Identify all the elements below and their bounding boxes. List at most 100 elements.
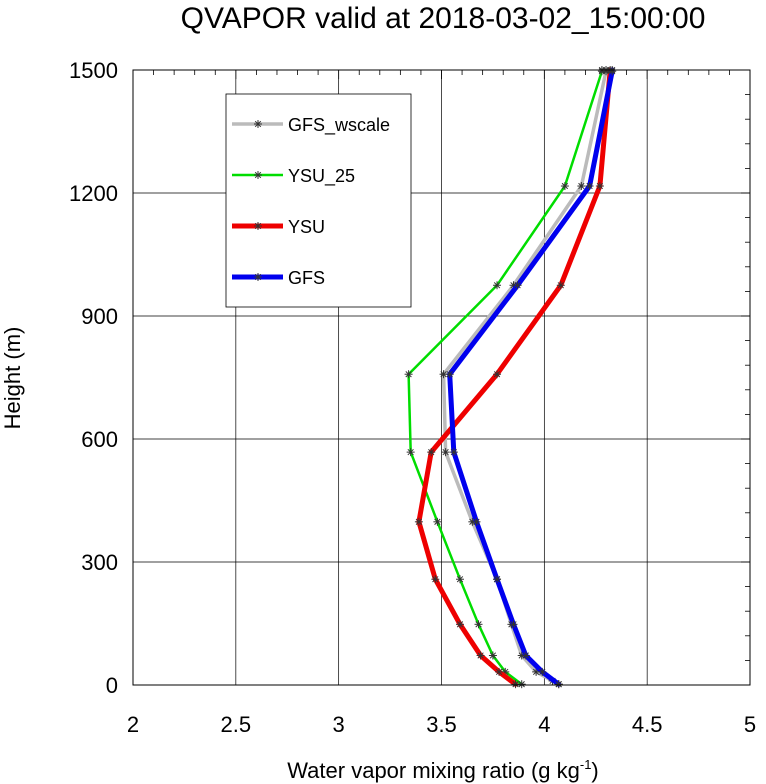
x-tick-label-6: 5 bbox=[744, 712, 756, 737]
marker-stroke bbox=[555, 681, 562, 688]
marker-stroke bbox=[510, 621, 517, 628]
marker-stroke bbox=[446, 371, 453, 378]
data-point-2-5 bbox=[414, 517, 423, 526]
data-point-3-2 bbox=[521, 651, 530, 660]
y-axis-label: Height (m) bbox=[0, 327, 25, 430]
legend-box bbox=[225, 93, 412, 308]
marker-stroke bbox=[456, 621, 464, 628]
data-point-2-7 bbox=[493, 370, 502, 379]
x-axis-label-main: Water vapor mixing ratio (g kg bbox=[287, 758, 580, 783]
marker-stroke bbox=[518, 681, 525, 688]
data-point-0-7 bbox=[441, 448, 450, 457]
legend-marker-1 bbox=[254, 171, 262, 179]
data-point-3-7 bbox=[445, 370, 454, 379]
x-axis-label: Water vapor mixing ratio (g kg-1) bbox=[287, 757, 599, 783]
marker-stroke bbox=[254, 222, 262, 230]
series-layer bbox=[404, 66, 617, 689]
data-point-1-9 bbox=[560, 182, 569, 191]
marker-stroke bbox=[514, 282, 521, 289]
data-point-1-4 bbox=[456, 575, 465, 584]
marker-stroke bbox=[440, 371, 447, 378]
marker-stroke bbox=[539, 668, 546, 676]
marker-stroke bbox=[596, 182, 604, 190]
data-point-2-6 bbox=[427, 448, 436, 457]
marker-stroke bbox=[407, 448, 414, 456]
y-tick-label-0: 0 bbox=[106, 673, 118, 698]
x-tick-label-3: 3.5 bbox=[426, 712, 457, 737]
marker-stroke bbox=[473, 518, 480, 525]
x-axis-label-superscript: -1 bbox=[580, 757, 592, 772]
marker-stroke bbox=[578, 182, 585, 190]
x-tick-label-0: 2 bbox=[127, 712, 139, 737]
x-tick-label-2: 3 bbox=[333, 712, 345, 737]
marker-stroke bbox=[254, 273, 262, 281]
series-line-1 bbox=[407, 68, 604, 686]
y-tick-label-2: 600 bbox=[81, 427, 118, 452]
data-point-3-1 bbox=[538, 667, 547, 676]
y-tick-label-1: 300 bbox=[81, 550, 118, 575]
legend-label-1: YSU_25 bbox=[288, 166, 355, 187]
x-tick-label-1: 2.5 bbox=[221, 712, 252, 737]
data-point-3-3 bbox=[509, 620, 518, 629]
x-tick-label-5: 4.5 bbox=[632, 712, 663, 737]
y-tick-label-3: 900 bbox=[81, 304, 118, 329]
marker-stroke bbox=[432, 576, 439, 583]
marker-stroke bbox=[493, 282, 501, 289]
data-point-2-2 bbox=[476, 651, 485, 660]
marker-stroke bbox=[512, 681, 519, 688]
chart-title: QVAPOR valid at 2018-03-02_15:00:00 bbox=[181, 2, 706, 35]
marker-stroke bbox=[493, 371, 501, 378]
legend: GFS_wscale YSU_25 YSU GFS bbox=[225, 93, 412, 308]
x-tick-label-4: 4 bbox=[538, 712, 550, 737]
data-point-2-3 bbox=[456, 620, 465, 629]
data-point-2-8 bbox=[556, 281, 565, 290]
data-point-1-2 bbox=[488, 651, 497, 660]
x-axis-label-end: ) bbox=[591, 758, 598, 783]
legend-label-2: YSU bbox=[288, 217, 325, 237]
series-line-2 bbox=[416, 67, 613, 687]
x-tick-labels: 2 2.5 3 3.5 4 4.5 5 bbox=[127, 712, 756, 737]
marker-stroke bbox=[442, 448, 449, 456]
data-point-1-8 bbox=[493, 281, 502, 290]
legend-marker-3 bbox=[254, 273, 262, 281]
data-point-1-7 bbox=[404, 370, 413, 379]
data-point-3-8 bbox=[513, 281, 522, 290]
data-point-3-9 bbox=[585, 182, 594, 191]
legend-marker-2 bbox=[254, 222, 262, 230]
marker-stroke bbox=[493, 576, 501, 583]
marker-stroke bbox=[254, 171, 262, 179]
marker-stroke bbox=[405, 371, 412, 378]
marker-stroke bbox=[475, 621, 482, 628]
marker-stroke bbox=[522, 652, 529, 659]
marker-stroke bbox=[254, 120, 262, 128]
data-point-3-4 bbox=[493, 575, 502, 584]
data-point-3-6 bbox=[449, 448, 458, 457]
marker-stroke bbox=[489, 652, 497, 659]
marker-stroke bbox=[557, 282, 564, 289]
marker-stroke bbox=[428, 448, 435, 456]
legend-label-3: GFS bbox=[288, 268, 325, 288]
marker-stroke bbox=[415, 518, 423, 525]
y-tick-label-5: 1500 bbox=[69, 58, 118, 83]
legend-marker-0 bbox=[254, 120, 262, 128]
marker-stroke bbox=[561, 182, 569, 190]
marker-stroke bbox=[434, 518, 441, 525]
data-point-2-4 bbox=[431, 575, 440, 584]
marker-stroke bbox=[477, 652, 484, 659]
data-point-3-0 bbox=[554, 680, 563, 689]
data-point-2-9 bbox=[595, 182, 604, 191]
data-point-1-5 bbox=[433, 517, 442, 526]
marker-stroke bbox=[456, 576, 464, 583]
data-point-2-1 bbox=[495, 667, 504, 676]
data-point-1-3 bbox=[474, 620, 483, 629]
marker-stroke bbox=[450, 448, 457, 456]
y-tick-labels: 0 300 600 900 1200 1500 bbox=[69, 58, 118, 698]
data-point-2-0 bbox=[511, 680, 520, 689]
legend-label-0: GFS_wscale bbox=[288, 115, 390, 136]
series-line-0 bbox=[441, 68, 608, 686]
marker-stroke bbox=[586, 182, 593, 190]
marker-stroke bbox=[495, 668, 503, 676]
y-tick-label-4: 1200 bbox=[69, 181, 118, 206]
data-point-1-0 bbox=[517, 680, 526, 689]
